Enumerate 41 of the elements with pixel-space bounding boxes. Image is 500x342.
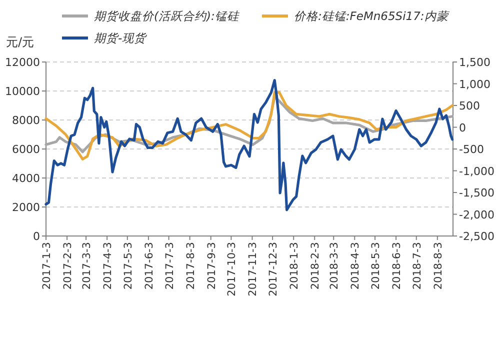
y2-tick-label: -1,000 (459, 164, 494, 178)
y2-tick-label: 500 (459, 100, 480, 112)
x-tick-label: 2017-9-3 (206, 242, 218, 290)
legend-label: 价格:硅锰:FeMn65Si17:内蒙 (294, 9, 450, 23)
y2-tick-label: -1,500 (459, 186, 494, 200)
x-tick-label: 2017-3-3 (81, 242, 94, 290)
line-series (44, 78, 454, 212)
x-tick-label: 2018-1-3 (288, 242, 301, 290)
x-tick-label: 2017-1-3 (41, 242, 53, 290)
x-tick-label: 2017-5-3 (122, 242, 134, 290)
y2-tick-label: 0 (459, 121, 466, 134)
y-tick-label: 8000 (12, 114, 40, 127)
x-tick-label: 2018-4-3 (350, 242, 362, 290)
x-tick-label: 2018-7-3 (411, 242, 424, 290)
x-tick-label: 2018-2-3 (310, 242, 322, 290)
legend-label: 期货-现货 (94, 31, 148, 45)
y-tick-label: 0 (33, 230, 40, 243)
x-tick-label: 2017-12-3 (268, 242, 280, 296)
y2-tick-label: -500 (459, 143, 484, 156)
x-tick-label: 2017-6-3 (143, 242, 156, 290)
y-tick-label: 4000 (12, 172, 40, 185)
y2-tick-label: -2,500 (459, 230, 494, 243)
y-tick-label: 2000 (12, 201, 40, 214)
x-tick-label: 2018-6-3 (391, 242, 404, 290)
legend-label: 期货收盘价(活跃合约):锰硅 (94, 9, 240, 23)
y-tick-label: 12000 (5, 56, 40, 69)
y2-tick-label: 1,500 (459, 56, 490, 69)
x-tick-label: 2017-10-3 (226, 242, 238, 296)
y-tick-label: 6000 (12, 143, 40, 156)
x-tick-label: 2018-8-3 (432, 242, 444, 290)
y-tick-label: 10000 (5, 85, 40, 98)
x-tick-label: 2017-4-3 (102, 242, 114, 290)
x-tick-label: 2018-3-3 (328, 242, 341, 290)
x-tick-label: 2017-8-3 (184, 242, 197, 290)
x-tick-label: 2018-5-3 (370, 242, 382, 290)
x-tick-label: 2017-11-3 (247, 242, 260, 296)
y-axis-title: 元/元 (6, 35, 34, 49)
x-tick-label: 2017-7-3 (164, 242, 176, 290)
x-tick-label: 2017-2-3 (62, 242, 74, 290)
y2-tick-label: -2,000 (459, 208, 494, 222)
y2-tick-label: 1,000 (459, 78, 490, 91)
